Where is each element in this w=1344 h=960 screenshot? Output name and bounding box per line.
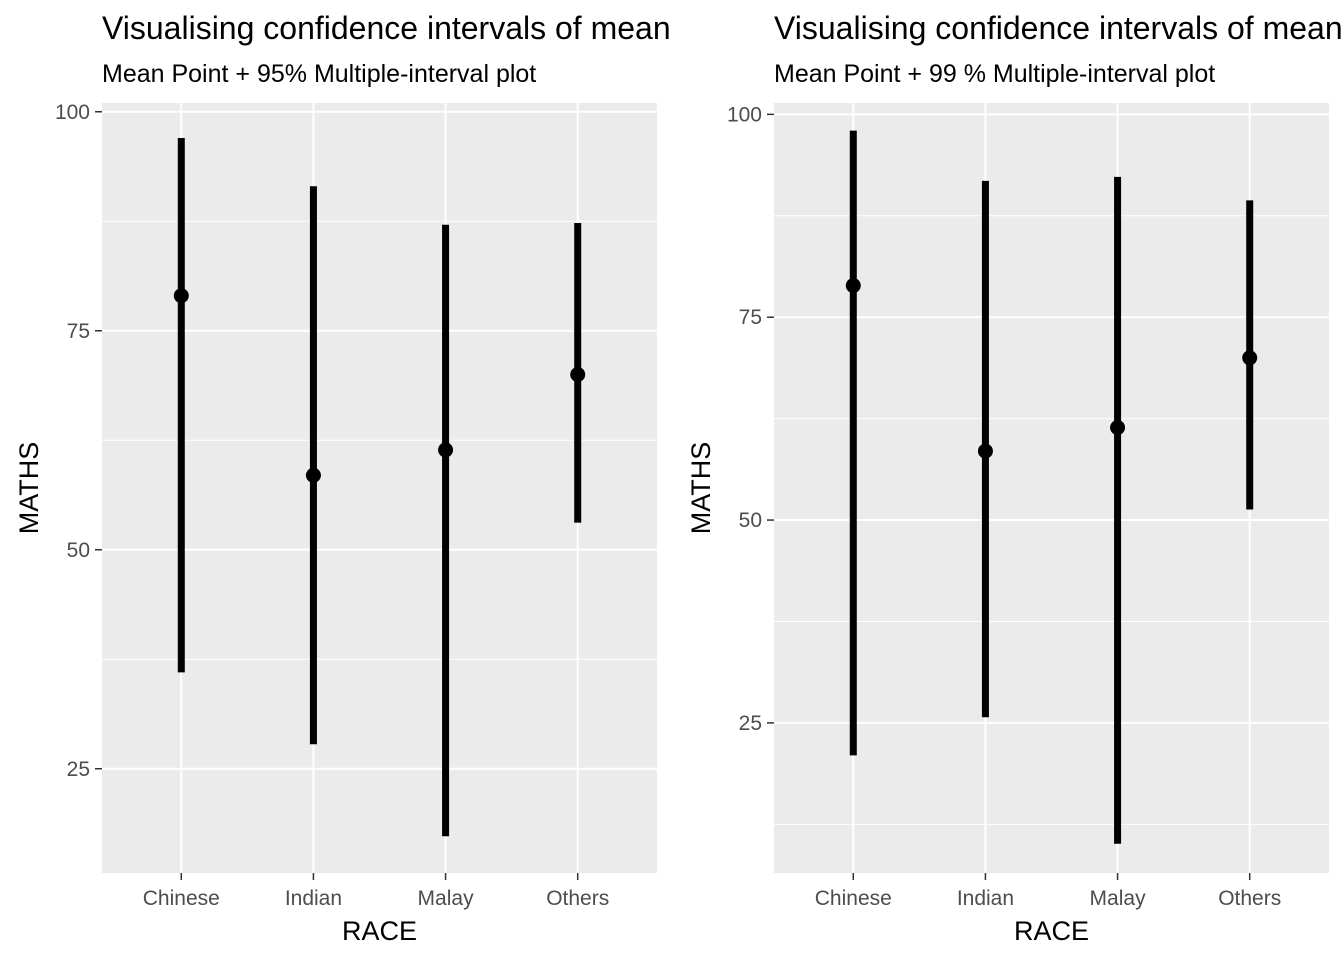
y-tick-label: 50: [739, 509, 762, 532]
x-axis-title: RACE: [342, 916, 417, 946]
y-tick-label: 75: [739, 306, 762, 329]
mean-point-indian: [305, 467, 321, 483]
x-tick-label-malay: Malay: [418, 887, 475, 910]
y-axis-title: MATHS: [14, 442, 44, 535]
chart-subtitle: Mean Point + 95% Multiple-interval plot: [102, 60, 537, 88]
y-tick-label: 50: [67, 539, 90, 562]
chart-title: Visualising confidence intervals of mean: [102, 10, 671, 46]
y-tick-label: 75: [67, 320, 90, 343]
y-axis-title: MATHS: [686, 442, 716, 535]
mean-point-malay: [438, 442, 454, 458]
x-axis-title: RACE: [1014, 916, 1089, 946]
y-tick-label: 25: [739, 712, 762, 735]
mean-point-chinese: [845, 278, 861, 294]
plot-panel-background: [774, 103, 1329, 873]
chart-subtitle: Mean Point + 99 % Multiple-interval plot: [774, 60, 1216, 88]
y-tick-label: 25: [67, 758, 90, 781]
x-tick-label-chinese: Chinese: [143, 887, 220, 910]
plot-panel-background: [102, 103, 657, 873]
chart-panel-95: Visualising confidence intervals of mean…: [14, 10, 671, 946]
chart-title: Visualising confidence intervals of mean: [774, 10, 1343, 46]
y-tick-label: 100: [727, 103, 762, 126]
x-tick-label-indian: Indian: [285, 887, 342, 910]
x-tick-label-others: Others: [1218, 887, 1281, 910]
mean-point-others: [1242, 350, 1258, 366]
pointrange-plot-99: 25 50 75 100 Chinese Indian Malay Others RACE MAT…: [686, 103, 1329, 946]
x-tick-label-others: Others: [546, 887, 609, 910]
mean-point-malay: [1110, 420, 1126, 436]
x-tick-label-indian: Indian: [957, 887, 1014, 910]
mean-point-others: [570, 367, 586, 383]
mean-point-chinese: [173, 288, 189, 304]
pointrange-plot-95: 25 50 75 100 Chinese Indian Malay Others RACE MAT…: [14, 101, 657, 946]
chart-panel-99: Visualising confidence intervals of mean…: [672, 0, 1344, 960]
x-tick-label-malay: Malay: [1090, 887, 1147, 910]
x-tick-label-chinese: Chinese: [815, 887, 892, 910]
y-tick-label: 100: [55, 101, 90, 124]
mean-point-indian: [977, 443, 993, 459]
